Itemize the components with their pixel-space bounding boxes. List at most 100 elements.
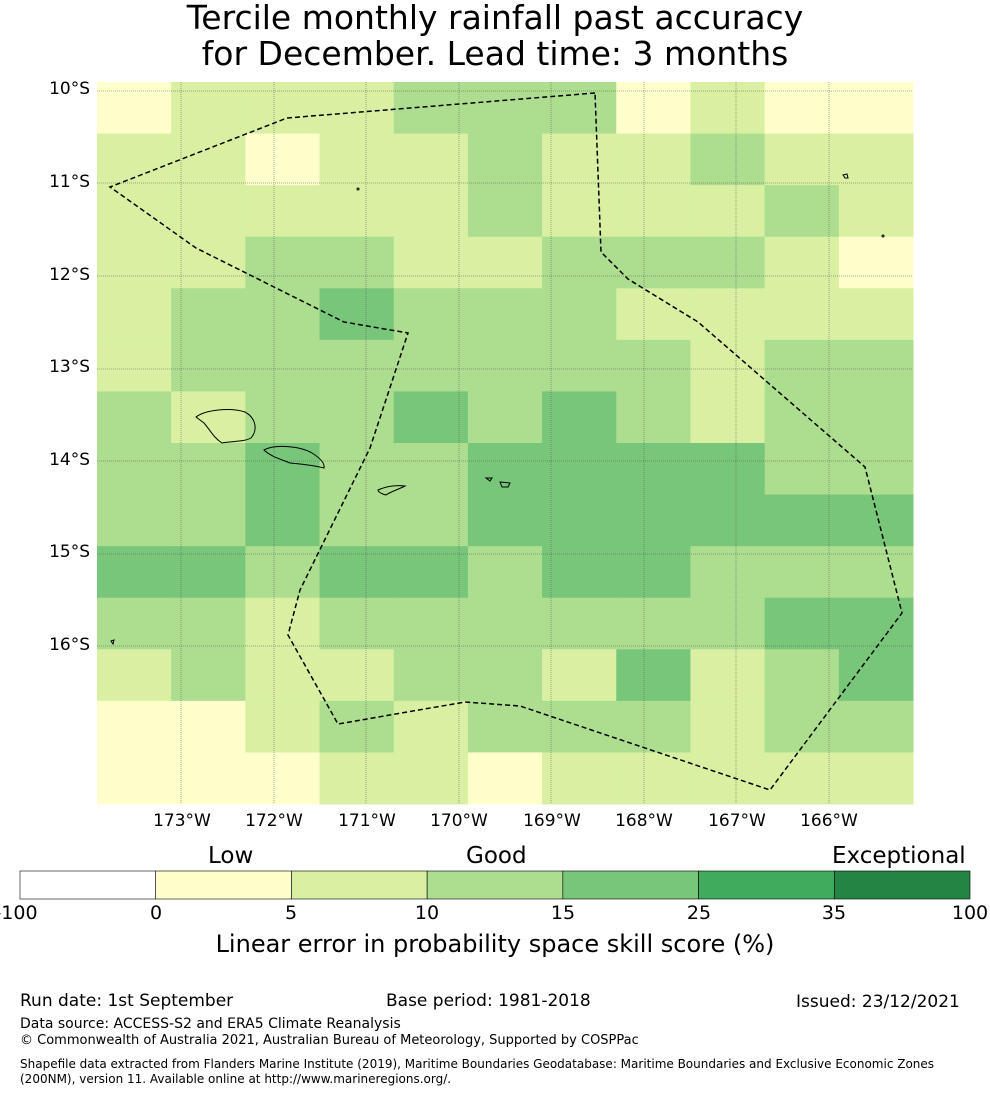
skill-cell — [467, 391, 543, 444]
lat-label: 10°S — [49, 79, 90, 99]
colorbar-swatch — [19, 870, 157, 900]
skill-cell — [467, 597, 543, 650]
skill-cell — [393, 236, 469, 289]
skill-cell — [393, 494, 469, 547]
colorbar-swatch — [155, 870, 292, 900]
skill-cell — [838, 597, 914, 650]
skill-cell — [393, 700, 469, 753]
skill-cell — [838, 443, 914, 496]
base-period: Base period: 1981-2018 — [386, 991, 591, 1011]
skill-cell — [171, 288, 246, 341]
skill-cell — [764, 185, 840, 238]
skill-cell — [245, 185, 321, 238]
skill-cell — [764, 339, 840, 392]
colorbar-tick-label: 0 — [149, 902, 163, 924]
skill-cell — [616, 391, 691, 444]
skill-cell — [171, 133, 246, 186]
lon-label: 166°W — [800, 811, 858, 831]
lon-label: 172°W — [245, 811, 303, 831]
eez-boundary — [108, 92, 903, 791]
lat-label: 15°S — [49, 542, 90, 562]
skill-cell — [97, 185, 172, 238]
skill-cell — [690, 391, 766, 444]
lat-label: 14°S — [49, 450, 90, 470]
skill-cell — [542, 752, 617, 805]
skill-cell — [838, 649, 914, 702]
skill-cell — [542, 443, 617, 496]
skill-cell — [319, 391, 395, 444]
skill-cell — [690, 546, 766, 599]
skill-cell — [319, 288, 395, 341]
skill-cell — [764, 546, 840, 599]
skill-cell — [97, 752, 172, 805]
skill-cell — [838, 391, 914, 444]
shapefile-credit-line2: (200NM), version 11. Available online at… — [20, 1072, 452, 1086]
skill-cell — [245, 288, 321, 341]
skill-cell — [764, 82, 840, 135]
skill-cell — [319, 546, 395, 599]
skill-cell — [838, 288, 914, 341]
skill-cell — [764, 288, 840, 341]
lon-label: 171°W — [338, 811, 396, 831]
skill-cell — [97, 391, 172, 444]
skill-cell — [319, 597, 395, 650]
colorbar-tick-label: 15 — [550, 902, 576, 924]
skill-cell — [542, 339, 617, 392]
skill-cell — [616, 339, 691, 392]
skill-cell — [245, 133, 321, 186]
upolu-island — [263, 445, 325, 469]
lon-label: 167°W — [708, 811, 766, 831]
skill-cell — [690, 649, 766, 702]
skill-cell — [97, 597, 172, 650]
skill-cell — [616, 236, 691, 289]
skill-cell — [393, 649, 469, 702]
skill-cell — [245, 339, 321, 392]
small-islet-2 — [881, 234, 885, 238]
skill-cell — [838, 185, 914, 238]
map-title-line2: for December. Lead time: 3 months — [201, 34, 789, 73]
skill-cell — [319, 185, 395, 238]
skill-cell — [393, 546, 469, 599]
skill-cell — [690, 494, 766, 547]
skill-cell — [97, 288, 172, 341]
swains-island — [842, 173, 849, 179]
colorbar-swatch — [562, 870, 699, 900]
skill-cell — [467, 752, 543, 805]
skill-cell — [245, 546, 321, 599]
skill-cell — [690, 185, 766, 238]
lon-label: 173°W — [153, 811, 211, 831]
category-exceptional-label: Exceptional — [832, 843, 966, 869]
skill-cell — [467, 339, 543, 392]
skill-cell — [542, 700, 617, 753]
colorbar-tick-label: 100 — [951, 902, 989, 924]
skill-cell — [838, 700, 914, 753]
skill-cell — [467, 443, 543, 496]
skill-cell — [171, 82, 246, 135]
skill-cell — [393, 597, 469, 650]
skill-cell — [690, 752, 766, 805]
skill-grid-cells — [97, 82, 914, 805]
colorbar-tick-label: 35 — [821, 902, 847, 924]
skill-cell — [245, 443, 321, 496]
skill-cell — [467, 82, 543, 135]
skill-cell — [467, 185, 543, 238]
skill-cell — [319, 133, 395, 186]
skill-cell — [764, 443, 840, 496]
skill-cell — [245, 391, 321, 444]
skill-cell — [171, 236, 246, 289]
tutuila-island — [377, 485, 407, 496]
skill-cell — [764, 700, 840, 753]
skill-cell — [467, 133, 543, 186]
lat-label: 12°S — [49, 265, 90, 285]
skill-cell — [97, 82, 172, 135]
skill-cell — [171, 185, 246, 238]
skill-cell — [838, 236, 914, 289]
skill-cell — [616, 700, 691, 753]
colorbar-tick-label: 10 — [414, 902, 440, 924]
skill-cell — [319, 649, 395, 702]
skill-cell — [542, 185, 617, 238]
skill-cell — [542, 133, 617, 186]
skill-cell — [393, 339, 469, 392]
skill-cell — [542, 546, 617, 599]
